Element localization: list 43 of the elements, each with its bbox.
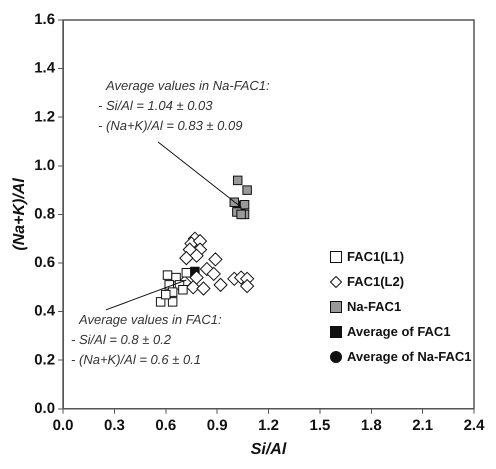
point: [161, 290, 171, 300]
point: [206, 266, 221, 281]
legend-label: Average of Na-FAC1: [347, 349, 472, 364]
legend-label: Average of FAC1: [347, 324, 451, 339]
point: [182, 268, 192, 278]
point: [232, 176, 242, 186]
y-axis-title: (Na+K)/Al: [11, 178, 28, 251]
point: [190, 270, 204, 285]
y-tick-label: 0.2: [34, 351, 56, 368]
y-tick-label: 0.6: [34, 254, 56, 272]
y-tick-label: 0.4: [34, 302, 56, 320]
annotation: Average values in FAC1: - Si/Al = 0.8 ± 0.2 - (Na+K)/Al = 0.6 ± 0.1: [71, 312, 222, 367]
x-tick-label: 1.2: [258, 416, 279, 434]
x-tick-label: 0.0: [52, 416, 74, 434]
point: [242, 185, 252, 195]
y-tick-label: 1.6: [34, 11, 56, 28]
x-tick-label: 1.5: [309, 416, 330, 434]
point: [214, 278, 228, 292]
point: [178, 284, 188, 294]
point: [186, 280, 200, 294]
x-tick-label: 1.8: [360, 416, 382, 434]
x-tick-label: 0.6: [155, 416, 176, 434]
y-tick-label: 0.8: [34, 206, 56, 223]
point: [190, 248, 204, 263]
legend-label: FAC1(L1): [347, 249, 404, 264]
y-tick-label: 1.4: [34, 60, 56, 77]
y-tick-label: 0.0: [34, 400, 56, 417]
y-tick-label: 1.0: [34, 156, 56, 174]
x-tick-label: 0.3: [104, 416, 125, 434]
legend-label: Na-FAC1: [347, 299, 402, 314]
x-tick-label: 0.9: [206, 416, 228, 434]
x-tick-label: 2.1: [412, 416, 434, 434]
legend-label: FAC1(L2): [347, 274, 404, 289]
annotation: Average values in Na-FAC1: - Si/Al = 1.04 ± 0.03 - (Na+K)/Al = 0.83 ± 0.09: [98, 78, 270, 134]
point: [162, 270, 172, 280]
point: [196, 282, 210, 296]
y-tick-label: 1.2: [34, 108, 56, 126]
point: [240, 279, 254, 294]
point: [208, 252, 222, 266]
x-tick-label: 2.4: [464, 416, 486, 434]
point: [168, 297, 178, 307]
x-axis-title: Si/Al: [250, 440, 287, 458]
point: [179, 251, 194, 266]
